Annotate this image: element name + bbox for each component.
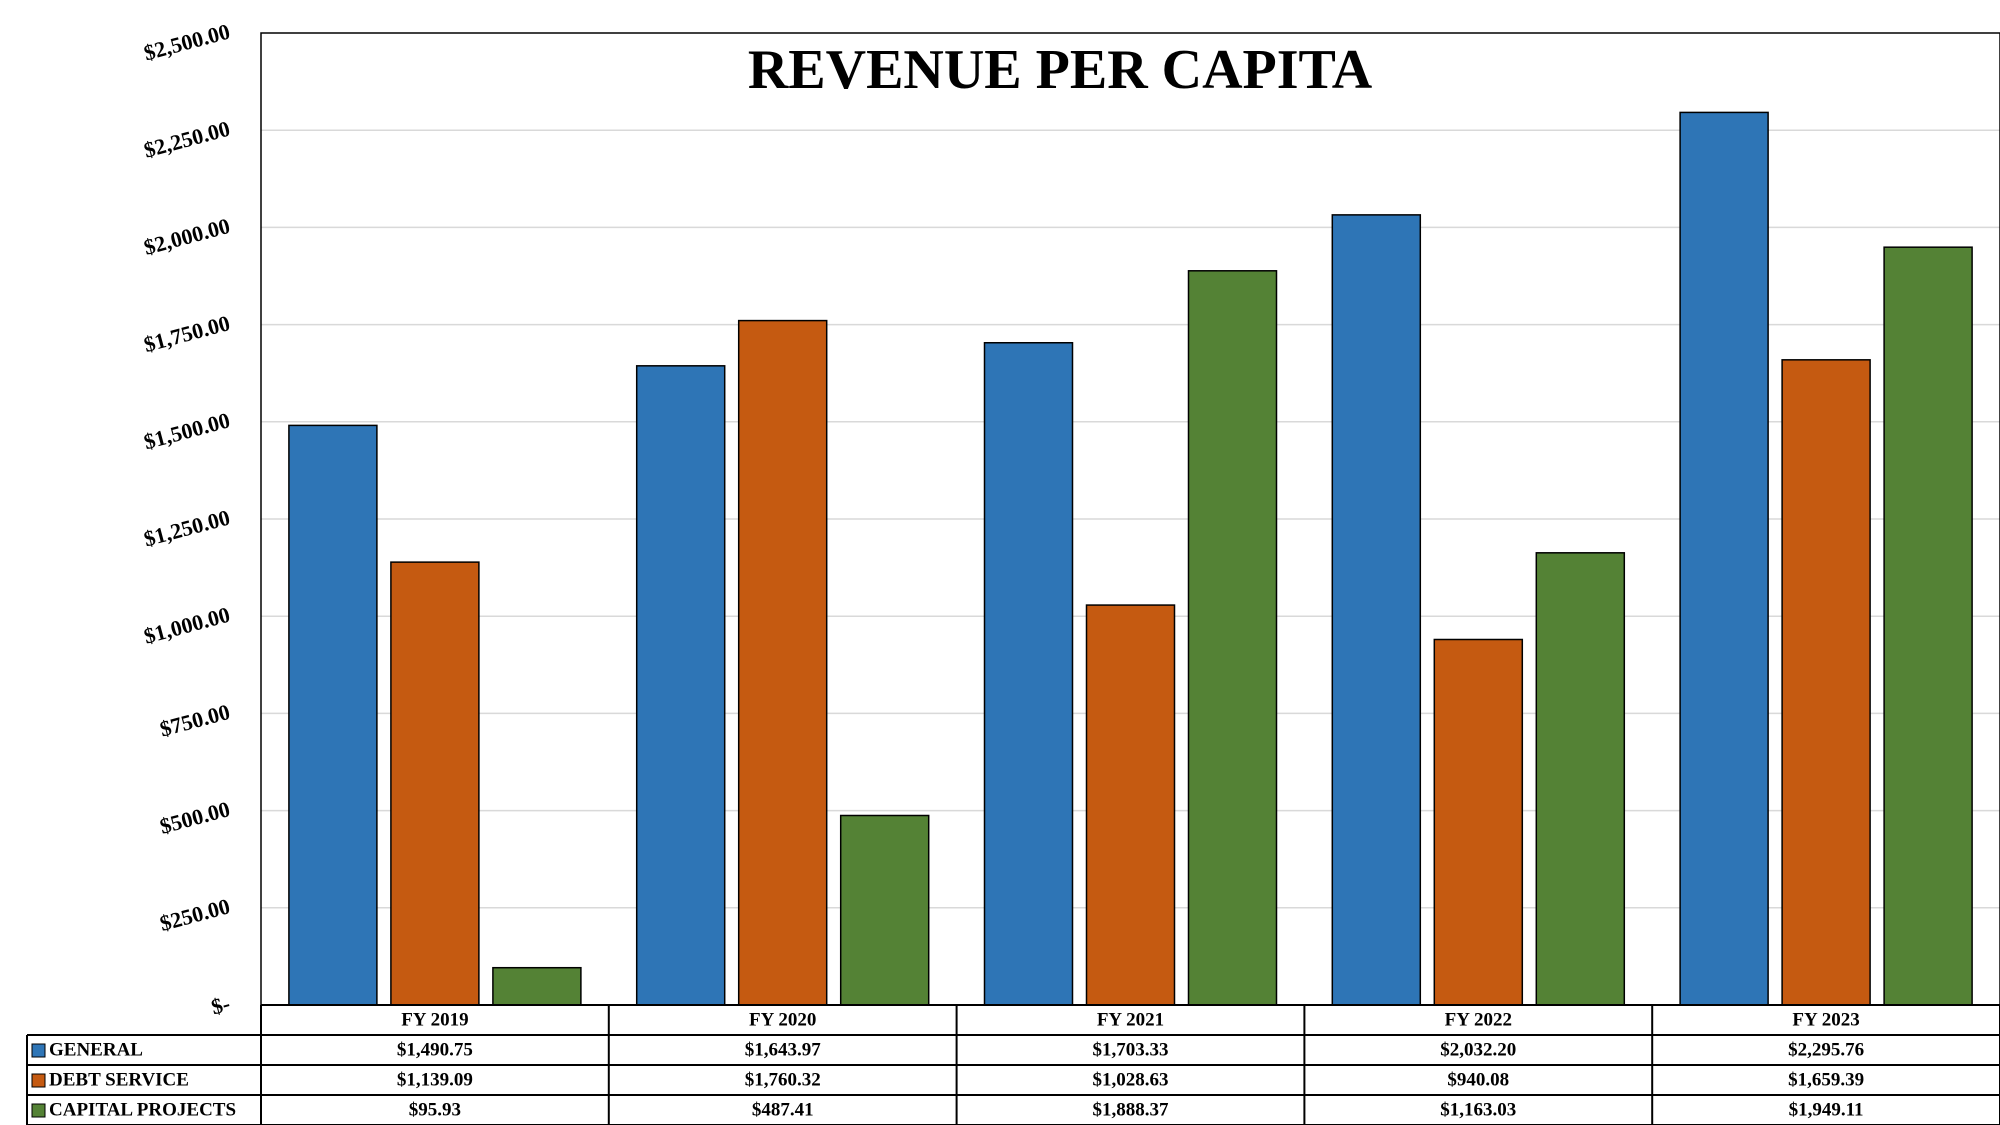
data-label: $1,028.63 [1093, 1069, 1169, 1090]
bar-general [635, 365, 726, 1006]
bar-capital-projects [1187, 270, 1278, 1006]
bar-capital-projects [1883, 246, 1973, 1006]
bars [288, 111, 1973, 1006]
data-label: $1,139.09 [397, 1069, 473, 1090]
legend-swatch [31, 1043, 46, 1058]
bar-capital-projects [492, 966, 582, 1006]
legend-swatch [31, 1073, 46, 1088]
data-label: $1,949.11 [1789, 1099, 1864, 1120]
y-tick-label: $2,500.00 [141, 19, 232, 66]
bar-debt-service [737, 319, 828, 1006]
legend-label: CAPITAL PROJECTS [49, 1099, 236, 1120]
y-axis-tick-labels: $- $250.00 $500.00 $750.00 $1,000.00 $1,250.0… [141, 19, 232, 1020]
data-label: $1,643.97 [745, 1039, 822, 1060]
bar-debt-service [1085, 604, 1176, 1006]
gridlines [261, 129, 2000, 909]
data-table: FY 2019 FY 2020 FY 2021 FY 2022 FY 2023 GENER… [26, 1004, 2000, 1125]
y-tick-label: $750.00 [157, 699, 233, 742]
data-label: $1,163.03 [1440, 1099, 1516, 1120]
data-label: $940.08 [1447, 1069, 1509, 1090]
data-label: $1,490.75 [397, 1039, 473, 1060]
bar-general [1679, 111, 1769, 1006]
x-tick-label: FY 2021 [1097, 1009, 1164, 1030]
bar-general [288, 424, 378, 1006]
y-tick-label: $- [208, 991, 232, 1020]
data-label: $2,032.20 [1440, 1039, 1516, 1060]
data-label: $1,888.37 [1093, 1099, 1170, 1120]
chart-title: REVENUE PER CAPITA [748, 39, 1373, 101]
data-label: $95.93 [409, 1099, 461, 1120]
x-tick-label: FY 2023 [1792, 1009, 1859, 1030]
data-label: $1,760.32 [745, 1069, 821, 1090]
x-tick-label: FY 2019 [401, 1009, 468, 1030]
bar-general [1331, 214, 1422, 1006]
y-tick-label: $2,000.00 [141, 213, 232, 260]
bar-capital-projects [1535, 552, 1626, 1006]
x-tick-label: FY 2020 [749, 1009, 816, 1030]
y-tick-label: $1,750.00 [141, 310, 232, 357]
y-tick-label: $2,250.00 [141, 116, 232, 163]
data-label: $1,659.39 [1788, 1069, 1864, 1090]
bar-debt-service [1781, 359, 1871, 1006]
y-tick-label: $250.00 [157, 893, 233, 936]
bar-debt-service [390, 561, 480, 1006]
bar-debt-service [1433, 638, 1524, 1006]
y-tick-label: $1,000.00 [141, 602, 232, 649]
y-tick-label: $1,500.00 [141, 407, 232, 454]
y-tick-label: $500.00 [157, 796, 233, 839]
y-tick-label: $1,250.00 [141, 505, 232, 552]
bar-capital-projects [839, 814, 930, 1006]
data-label: $2,295.76 [1788, 1039, 1864, 1060]
x-tick-label: FY 2022 [1445, 1009, 1512, 1030]
legend-swatch [31, 1103, 46, 1118]
bar-general [983, 341, 1074, 1006]
data-label: $487.41 [752, 1099, 814, 1120]
legend-label: DEBT SERVICE [49, 1069, 189, 1090]
data-label: $1,703.33 [1093, 1039, 1169, 1060]
legend-label: GENERAL [49, 1039, 143, 1060]
